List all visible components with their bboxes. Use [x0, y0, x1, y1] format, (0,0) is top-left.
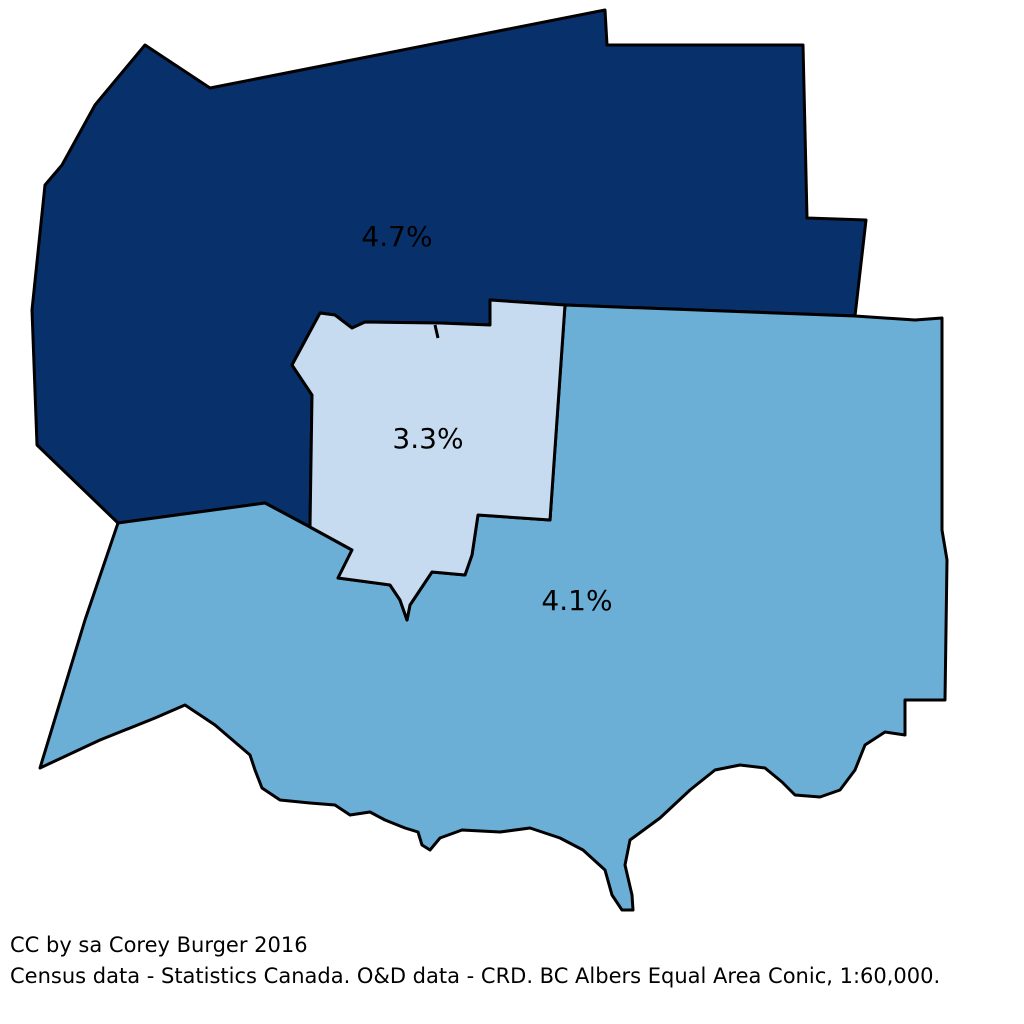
region-center-label: 3.3%	[392, 422, 463, 455]
license-credit: CC by sa Corey Burger 2016	[10, 933, 308, 957]
region-south-label: 4.1%	[541, 584, 612, 617]
region-north-label: 4.7%	[361, 220, 432, 253]
data-source-credit: Census data - Statistics Canada. O&D dat…	[10, 964, 941, 988]
region-center[interactable]	[290, 298, 567, 622]
boundary-tick	[433, 324, 440, 339]
